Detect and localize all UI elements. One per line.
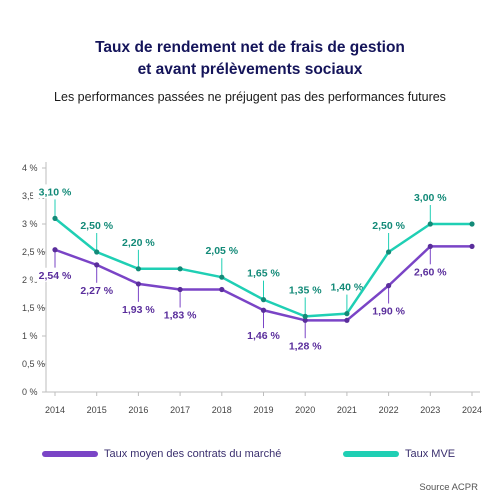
data-label-mve: 1,35 % xyxy=(289,284,322,296)
data-label-mve: 2,05 % xyxy=(205,245,238,257)
data-label-bg-mve xyxy=(324,279,369,294)
data-label-mve: 1,40 % xyxy=(331,282,364,294)
data-point-market xyxy=(427,243,433,249)
data-label-mve: 2,50 % xyxy=(372,220,405,232)
chart-title-line-1: Taux de rendement net de frais de gestio… xyxy=(95,39,405,56)
data-label-market: 2,27 % xyxy=(80,285,113,297)
x-tick-label: 2020 xyxy=(295,405,315,415)
data-label-bg-market xyxy=(241,328,286,343)
data-label-bg-mve xyxy=(199,243,244,258)
y-tick-label: 3 % xyxy=(22,219,38,229)
chart-title-line-2: et avant prélèvements sociaux xyxy=(137,61,363,78)
data-point-mve xyxy=(469,221,475,227)
x-tick-label: 2022 xyxy=(379,405,399,415)
data-point-market xyxy=(219,286,225,293)
data-label-mve: 2,50 % xyxy=(80,220,113,232)
data-label-bg-mve xyxy=(74,218,119,232)
y-tick-label: 1 % xyxy=(22,331,38,341)
data-label-mve: 2,20 % xyxy=(122,237,155,249)
y-tick-label: 2,5 % xyxy=(22,247,45,257)
y-tick-label: 1,5 % xyxy=(22,303,45,313)
data-point-market xyxy=(52,247,58,253)
x-tick-label: 2024 xyxy=(462,405,482,415)
legend-label-mve: Taux MVE xyxy=(405,448,456,460)
data-label-market: 2,60 % xyxy=(414,266,447,278)
data-point-market xyxy=(135,281,141,287)
data-point-mve xyxy=(427,221,433,227)
data-point-mve xyxy=(344,311,350,317)
data-label-bg-market xyxy=(366,303,411,318)
data-point-market xyxy=(344,317,350,323)
data-label-bg-mve xyxy=(283,282,328,297)
data-label-mve: 3,00 % xyxy=(414,192,447,204)
y-tick-label: 4 % xyxy=(22,163,38,173)
data-point-mve xyxy=(135,266,141,272)
data-point-market xyxy=(302,317,308,323)
chart-subtitle: Les performances passées ne préjugent pa… xyxy=(54,90,446,104)
source-note: Source ACPR xyxy=(419,482,478,493)
data-label-bg-market xyxy=(33,267,77,282)
legend-swatch-market xyxy=(42,451,98,457)
x-tick-label: 2021 xyxy=(337,405,357,415)
data-label-bg-mve xyxy=(241,265,286,280)
data-point-mve xyxy=(386,249,392,255)
data-label-bg-mve xyxy=(408,190,453,204)
legend-label-market: Taux moyen des contrats du marché xyxy=(104,448,282,460)
data-label-market: 1,46 % xyxy=(247,330,280,342)
data-point-market xyxy=(386,283,392,289)
x-tick-label: 2015 xyxy=(87,405,107,415)
data-point-market xyxy=(469,243,475,249)
x-tick-label: 2016 xyxy=(128,405,148,415)
data-label-bg-market xyxy=(74,282,119,297)
x-tick-label: 2019 xyxy=(253,405,273,415)
data-label-market: 2,54 % xyxy=(39,270,72,282)
data-label-bg-mve xyxy=(116,234,161,249)
data-label-bg-market xyxy=(116,301,161,316)
data-point-mve xyxy=(219,274,225,280)
x-tick-label: 2018 xyxy=(212,405,232,415)
data-label-market: 1,90 % xyxy=(372,306,405,318)
x-tick-label: 2014 xyxy=(45,405,65,415)
x-tick-label: 2017 xyxy=(170,405,190,415)
data-point-market xyxy=(260,307,267,313)
data-label-bg-market xyxy=(283,338,328,353)
data-label-bg-mve xyxy=(33,184,77,199)
data-label-bg-market xyxy=(408,264,453,279)
legend-swatch-mve xyxy=(343,451,399,457)
data-label-mve: 3,10 % xyxy=(39,186,72,198)
data-label-market: 1,93 % xyxy=(122,304,155,316)
data-point-mve xyxy=(52,215,58,221)
data-point-mve xyxy=(177,266,183,272)
y-tick-label: 0,5 % xyxy=(22,359,45,369)
data-point-market xyxy=(94,262,100,268)
data-label-market: 1,83 % xyxy=(164,310,197,322)
data-point-mve xyxy=(260,297,267,303)
x-tick-label: 2023 xyxy=(420,405,440,415)
data-point-mve xyxy=(94,249,100,255)
data-label-mve: 1,65 % xyxy=(247,268,280,280)
y-tick-label: 0 % xyxy=(22,387,38,397)
data-point-market xyxy=(177,286,183,293)
data-label-bg-market xyxy=(158,307,203,322)
data-label-bg-mve xyxy=(366,218,411,232)
data-point-mve xyxy=(302,313,308,319)
y-tick-label: 2 % xyxy=(22,275,38,285)
data-label-market: 1,28 % xyxy=(289,340,322,352)
